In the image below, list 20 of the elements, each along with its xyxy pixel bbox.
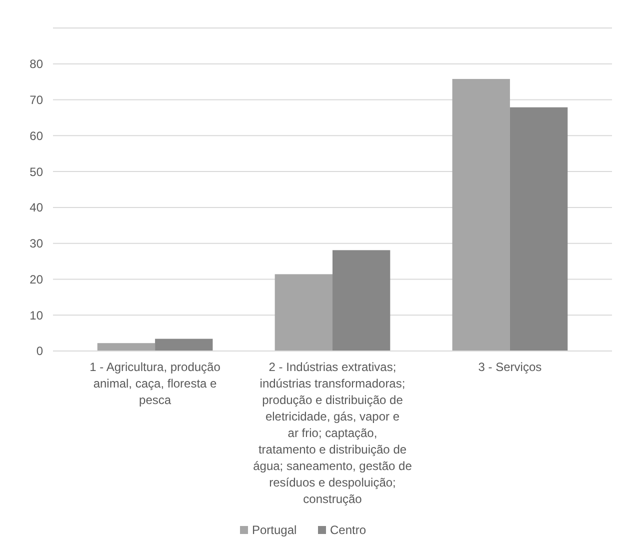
bar	[452, 78, 510, 351]
y-tick-label: 0	[36, 344, 44, 358]
x-tick-label: 3 - Serviços	[478, 360, 542, 374]
y-tick-label: 50	[30, 164, 44, 179]
bar	[97, 343, 156, 351]
y-tick-label: 70	[30, 92, 44, 107]
category-label: 2 - Indústrias extrativas; indústrias transformadoras; produção e distribuição de eletricidade, gás, vapor e ar frio; captação, tratamento e distribuição de água; saneamento, gestão de resíduos e despoluição; construção	[253, 360, 412, 506]
y-tick-label: 30	[30, 236, 44, 251]
y-tick-label: 10	[30, 308, 44, 322]
bar	[155, 338, 213, 351]
legend-label: Centro	[330, 523, 366, 537]
y-tick-label: 20	[30, 272, 44, 286]
y-tick-label: 80	[30, 57, 44, 72]
x-tick-label: 1 - Agricultura, produção animal, caça, floresta e pesca	[90, 360, 221, 407]
bar	[332, 250, 390, 351]
bar	[510, 107, 568, 351]
y-tick-label: 40	[30, 200, 44, 215]
bar	[274, 274, 332, 351]
y-tick-label: 60	[30, 128, 44, 143]
legend-label: Portugal	[252, 523, 297, 537]
